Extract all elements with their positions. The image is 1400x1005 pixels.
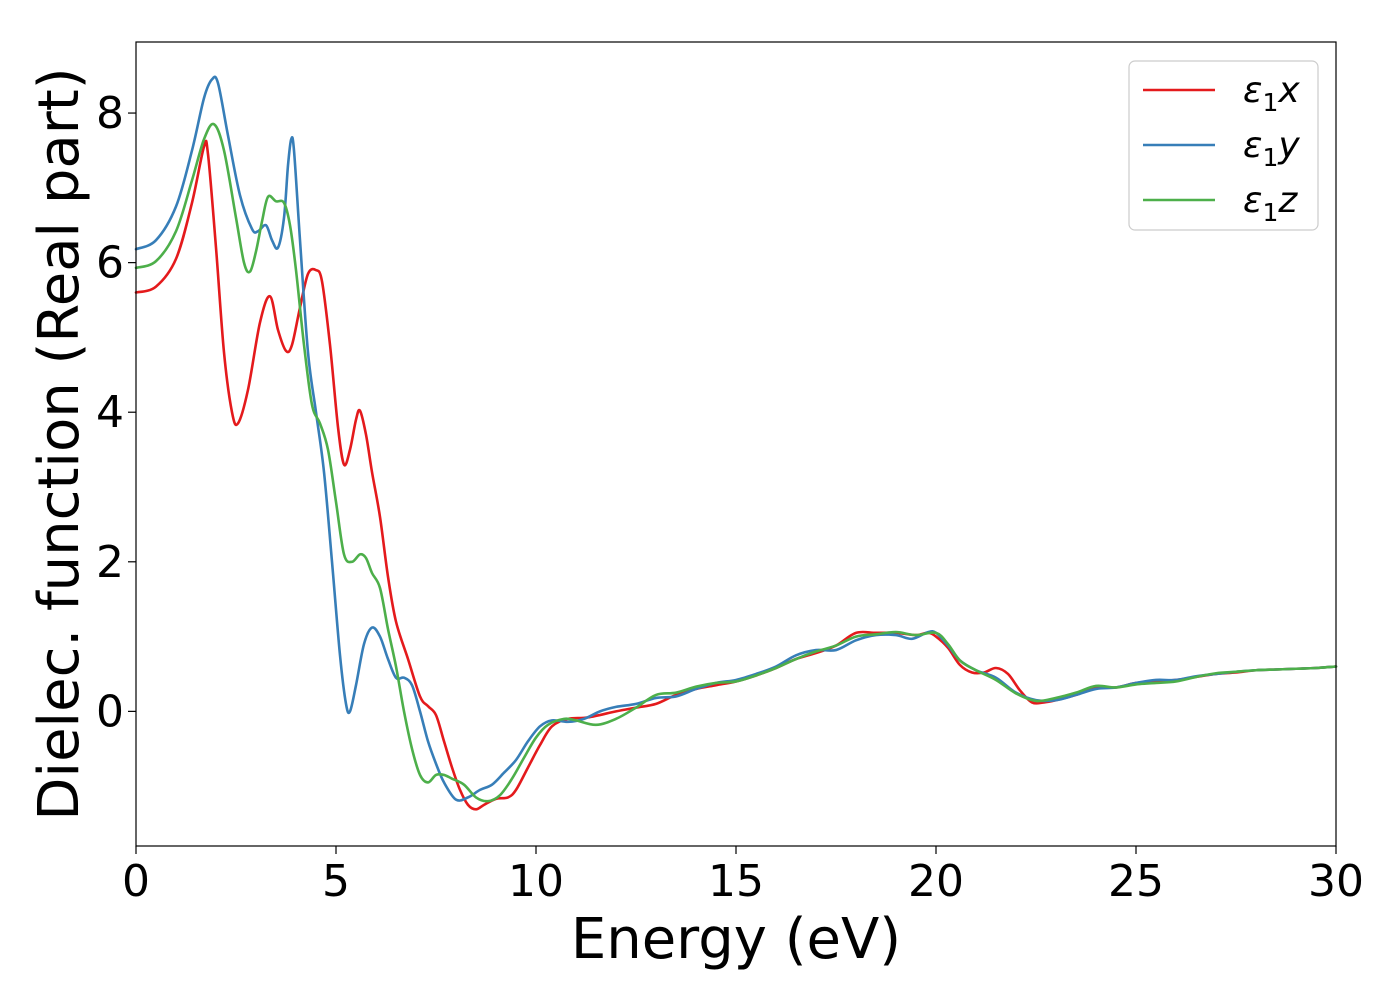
y-tick-label: 6 — [96, 238, 124, 289]
x-tick-label: 25 — [1108, 856, 1164, 907]
x-tick-label: 15 — [708, 856, 764, 907]
y-tick-label: 4 — [96, 387, 124, 438]
series-layer — [134, 75, 1338, 811]
x-axis-label: Energy (eV) — [571, 907, 901, 972]
y-tick-label: 2 — [96, 537, 124, 588]
x-tick-label: 0 — [122, 856, 150, 907]
x-tick-label: 30 — [1308, 856, 1364, 907]
legend: ε1x ε1y ε1z — [1128, 60, 1319, 231]
legend-label-0: ε1x — [1243, 70, 1300, 117]
ticks-layer: 0 5 10 15 20 25 30 0 2 4 6 8 — [96, 88, 1364, 907]
legend-label-1: ε1y — [1243, 125, 1300, 172]
series-line-2 — [134, 122, 1338, 803]
legend-label-2: ε1z — [1243, 180, 1298, 227]
series-line-0 — [134, 139, 1338, 811]
x-tick-label: 5 — [322, 856, 350, 907]
legend-box — [1128, 60, 1319, 231]
x-tick-label: 20 — [908, 856, 964, 907]
x-tick-label: 10 — [508, 856, 564, 907]
y-tick-label: 8 — [96, 88, 124, 139]
legend-items: ε1x ε1y ε1z — [1143, 70, 1300, 227]
y-axis-label: Dielec. function (Real part) — [27, 67, 92, 820]
y-tick-label: 0 — [96, 686, 124, 737]
